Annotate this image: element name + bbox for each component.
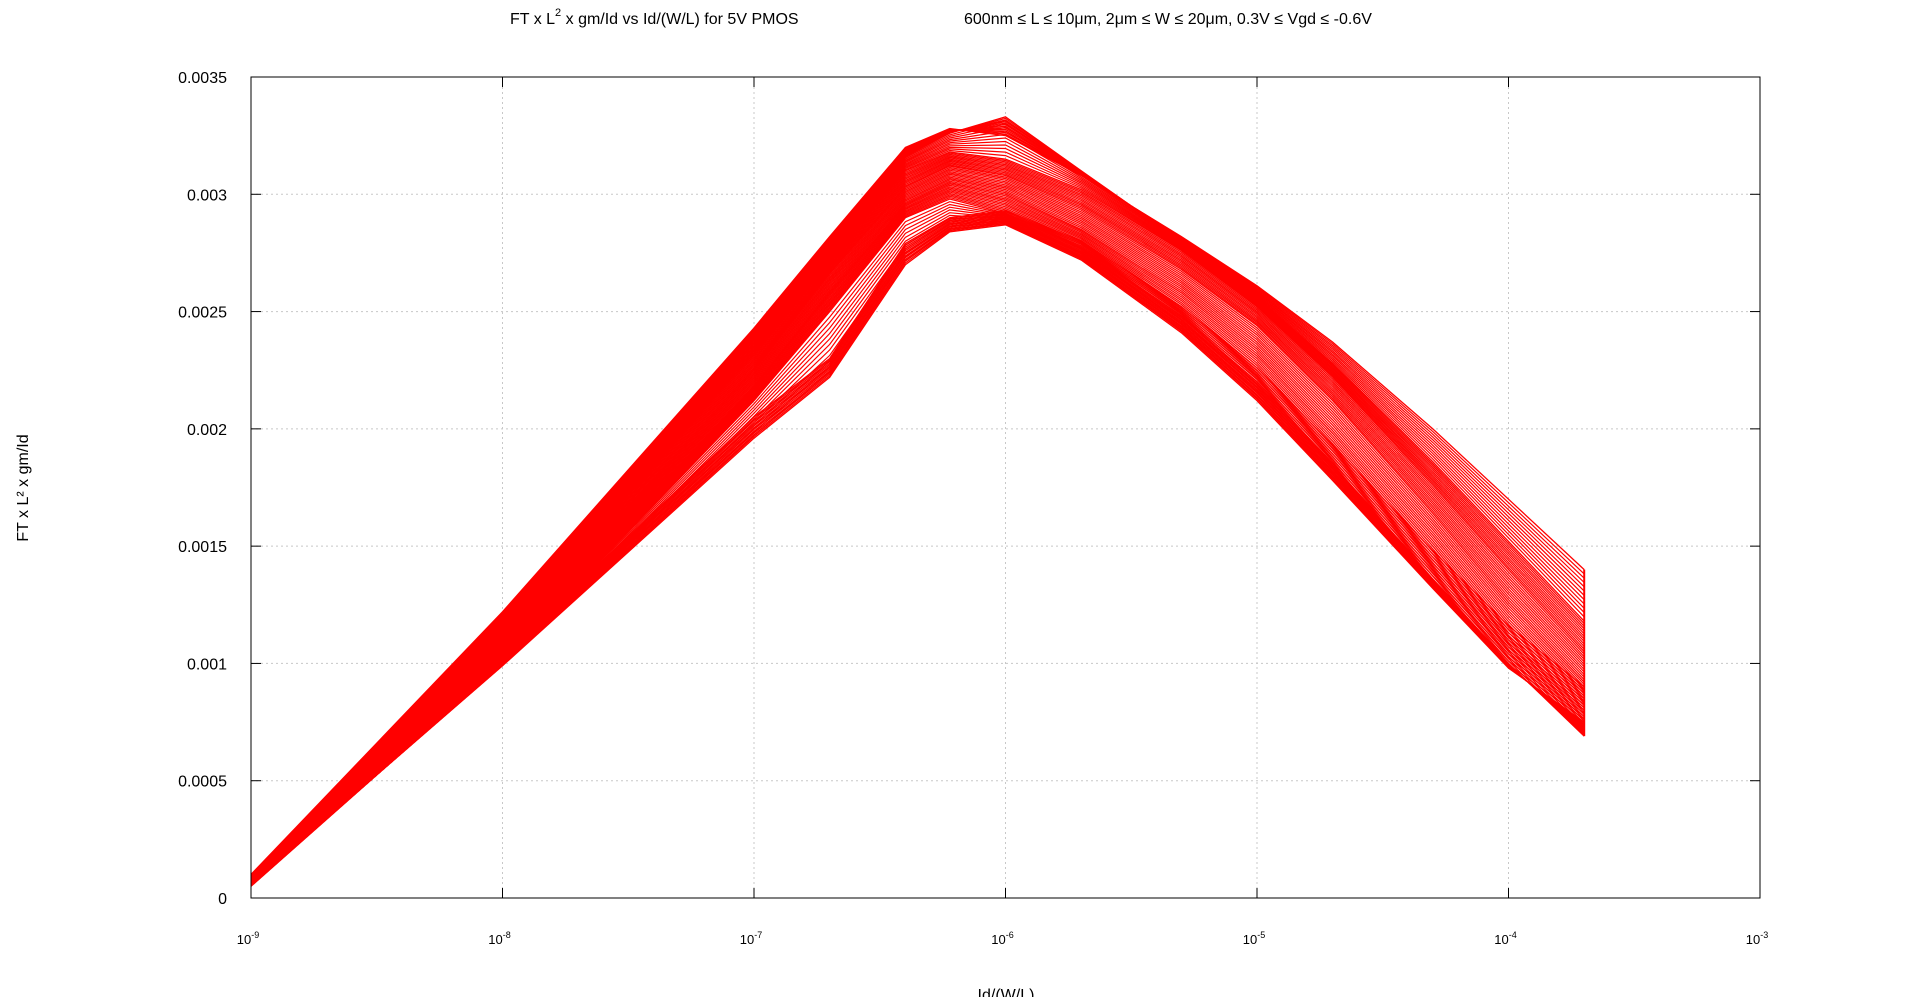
y-tick-label: 0.003 xyxy=(187,187,227,204)
series-band-line xyxy=(250,196,1585,887)
series-band-line xyxy=(250,179,1585,884)
series-band-line xyxy=(250,157,1585,881)
y-axis-title: FT x L² x gm/Id xyxy=(15,434,32,541)
series-band-line xyxy=(250,168,1585,883)
series-band-line xyxy=(250,161,1585,882)
series-band-line xyxy=(250,211,1585,883)
series-band-line xyxy=(250,219,1585,884)
x-tick-label: 10-3 xyxy=(1746,930,1768,947)
series-band-line xyxy=(250,126,1585,878)
x-tick-label: 10-5 xyxy=(1243,930,1265,947)
y-tick-label: 0.0015 xyxy=(178,539,227,556)
series-band-line xyxy=(250,218,1585,884)
tick-labels: 0 0.0005 0.001 0.0015 0.002 0.0025 0.003 0.0035… xyxy=(178,70,1768,947)
x-tick-label: 10-8 xyxy=(488,930,510,947)
series-band-line xyxy=(250,188,1585,886)
series-band-line xyxy=(250,166,1585,883)
series-band-line xyxy=(250,175,1585,884)
series-band-line xyxy=(250,127,1585,876)
series-band-line xyxy=(250,133,1585,879)
series-band-line xyxy=(250,137,1585,879)
series-band-line xyxy=(250,148,1585,880)
series-band-line xyxy=(250,158,1585,881)
series-band-line xyxy=(250,164,1585,882)
y-tick-label: 0.0025 xyxy=(178,305,227,322)
x-axis-title: Id/(W/L) xyxy=(978,987,1035,997)
series-line-7 xyxy=(250,210,1585,883)
series-line-1 xyxy=(250,116,1585,878)
series-band-line xyxy=(250,222,1585,885)
x-tick-label: 10-9 xyxy=(237,930,259,947)
series-band-line xyxy=(250,170,1585,883)
series-band-line xyxy=(250,177,1585,884)
series-band-line xyxy=(250,144,1585,879)
series-band-line xyxy=(250,190,1585,886)
y-tick-label: 0.002 xyxy=(187,422,227,439)
series-band-line xyxy=(250,160,1585,882)
series-band-line xyxy=(250,214,1585,883)
series-line-4 xyxy=(250,181,1585,885)
x-tick-label: 10-4 xyxy=(1494,930,1516,947)
y-tick-label: 0.0005 xyxy=(178,774,227,791)
series-line-6 xyxy=(250,224,1585,885)
series-band-line xyxy=(250,180,1585,885)
chart-conditions: 600nm ≤ L ≤ 10μm, 2μm ≤ W ≤ 20μm, 0.3V ≤… xyxy=(964,11,1372,28)
series-band-line xyxy=(250,217,1585,884)
series-group xyxy=(250,116,1586,887)
y-tick-label: 0.001 xyxy=(187,656,227,673)
series-band-line xyxy=(250,146,1585,880)
series-line-3 xyxy=(250,165,1585,883)
series-band-line xyxy=(250,220,1585,884)
y-tick-label: 0.0035 xyxy=(178,70,227,87)
series-band-line xyxy=(250,221,1585,884)
series-line-0 xyxy=(250,127,1585,875)
series-line-2 xyxy=(250,151,1585,880)
series-band-line xyxy=(250,215,1585,884)
series-band-line xyxy=(250,172,1585,884)
series-band-line xyxy=(250,176,1585,884)
series-band-line xyxy=(250,129,1585,876)
y-tick-label: 0 xyxy=(218,891,227,908)
plot-frame xyxy=(250,76,1761,899)
series-band-line xyxy=(250,149,1585,880)
series-band-line xyxy=(250,187,1585,886)
series-band-line xyxy=(250,153,1585,881)
series-band-line xyxy=(250,130,1585,879)
series-band-line xyxy=(250,119,1585,878)
series-band-line xyxy=(250,183,1585,885)
x-tick-label: 10-7 xyxy=(740,930,762,947)
series-band-line xyxy=(250,212,1585,883)
series-band-line xyxy=(250,156,1585,881)
series-line-5 xyxy=(250,198,1585,887)
series-band-line xyxy=(250,159,1585,882)
series-band-line xyxy=(250,173,1585,884)
series-band-line xyxy=(250,152,1585,880)
x-tick-label: 10-6 xyxy=(991,930,1013,947)
series-band-line xyxy=(250,169,1585,883)
series-band-line xyxy=(250,122,1585,877)
series-band-line xyxy=(250,140,1585,879)
series-band-line xyxy=(250,154,1585,881)
series-band-line xyxy=(250,123,1585,878)
chart-title: FT x L2 x gm/Id vs Id/(W/L) for 5V PMOS xyxy=(510,7,799,28)
series-band-line xyxy=(250,163,1585,882)
